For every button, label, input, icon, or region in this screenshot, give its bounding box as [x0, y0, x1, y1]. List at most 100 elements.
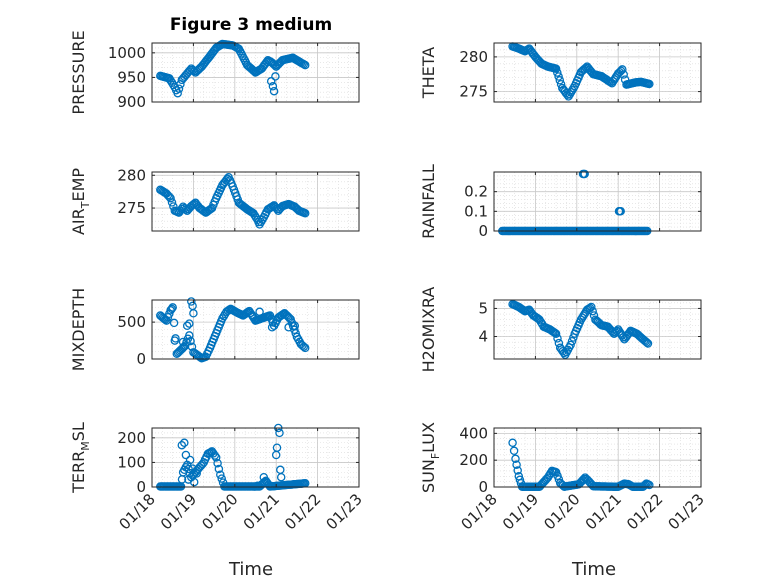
y-tick-label: 200	[117, 429, 146, 447]
axes-box	[151, 171, 360, 232]
y-tick-label: 0.2	[464, 183, 488, 201]
y-axis-label-part: SUN	[419, 459, 438, 493]
data-point	[300, 60, 310, 70]
data-point	[167, 304, 176, 314]
data-point	[187, 297, 196, 306]
y-tick-label: 280	[117, 166, 146, 184]
y-axis-label-part: RAINFALL	[419, 164, 438, 239]
axes-box	[151, 42, 360, 103]
y-tick-label: 0.1	[464, 202, 488, 220]
axes-box	[151, 427, 360, 488]
data-point	[178, 343, 188, 353]
data-point	[173, 88, 182, 98]
y-tick-label: 275	[459, 83, 488, 101]
y-axis-label-part: LUX	[419, 422, 438, 453]
axes-box	[493, 42, 702, 103]
data-point	[513, 466, 522, 475]
data-point	[192, 469, 201, 478]
data-point	[275, 428, 284, 438]
data-point	[554, 475, 564, 484]
subplot-rainfall: 0 0.10.2 RAINFALL	[419, 164, 702, 240]
x-axis-label-right: Time	[571, 559, 616, 580]
y-axis-label: TERRMSL	[69, 422, 92, 494]
data-point	[645, 480, 654, 490]
data-point	[271, 72, 280, 81]
data-point	[554, 72, 563, 81]
data-point	[553, 334, 562, 343]
data-point	[170, 336, 180, 345]
y-tick-label: 400	[459, 424, 488, 442]
data-point	[587, 302, 596, 312]
y-axis-label-part: SL	[69, 422, 88, 441]
y-tick-label: 5	[478, 299, 488, 317]
y-axis-label-subscript: M	[79, 441, 92, 451]
data-point	[300, 209, 310, 218]
y-axis-label-part: H2OMIXRA	[419, 287, 438, 373]
data-point	[615, 67, 624, 77]
data-point	[266, 77, 276, 86]
data-point	[512, 460, 521, 469]
data-point	[543, 473, 553, 482]
data-point	[551, 329, 561, 338]
data-point	[566, 340, 575, 350]
subplot-air_temp: 275 280 AIRTEMP	[69, 166, 360, 235]
data-point	[267, 323, 277, 332]
x-axis-label-left: Time	[228, 559, 273, 580]
y-axis-label: SUNFLUX	[419, 422, 442, 493]
y-tick-label: 0	[136, 350, 146, 368]
y-tick-label: 900	[117, 93, 146, 111]
data-point	[216, 470, 225, 479]
y-tick-label: 275	[117, 199, 146, 217]
data-point	[616, 207, 625, 216]
data-point	[167, 198, 177, 207]
y-axis-label: H2OMIXRA	[419, 287, 438, 373]
data-point	[166, 193, 175, 203]
data-point	[276, 472, 286, 482]
data-point	[567, 336, 577, 346]
data-point	[185, 319, 194, 328]
data-point	[184, 464, 193, 474]
data-point	[210, 451, 220, 460]
y-axis-label-part: EMP	[69, 168, 88, 202]
y-axis-label-part: MIXDEPTH	[69, 288, 88, 371]
data-point	[168, 303, 177, 312]
y-tick-label: 200	[459, 451, 488, 469]
data-point	[300, 343, 310, 353]
data-point	[285, 313, 294, 323]
data-point	[169, 318, 179, 328]
y-tick-label: 1000	[108, 44, 146, 62]
data-point	[189, 66, 199, 76]
data-point	[213, 458, 222, 468]
data-point	[217, 474, 226, 483]
data-point	[290, 321, 300, 331]
y-tick-label: 0	[136, 478, 146, 496]
y-axis-label: THETA	[419, 47, 438, 99]
y-axis-label: PRESSURE	[69, 30, 88, 114]
subplot-pressure: 900 950 1000 PRESSURE	[69, 30, 360, 115]
data-point	[580, 169, 589, 179]
y-tick-label: 0	[478, 222, 488, 240]
y-axis-label-part: THETA	[419, 47, 438, 99]
data-point	[174, 84, 184, 93]
data-point	[509, 446, 519, 456]
data-point	[181, 450, 191, 460]
y-tick-label: 100	[117, 453, 146, 471]
data-point	[206, 204, 216, 214]
data-point	[642, 338, 652, 347]
y-axis-label-part: PRESSURE	[69, 30, 88, 114]
axes-box	[493, 171, 702, 232]
data-point	[639, 481, 649, 490]
data-point	[199, 206, 208, 216]
data-point	[268, 82, 278, 91]
data-point	[283, 312, 293, 322]
y-axis-label: MIXDEPTH	[69, 288, 88, 371]
data-point	[272, 443, 282, 452]
data-point	[178, 337, 188, 347]
data-point	[214, 464, 224, 474]
data-point	[179, 342, 189, 352]
data-point	[511, 454, 520, 464]
data-point	[259, 472, 269, 482]
